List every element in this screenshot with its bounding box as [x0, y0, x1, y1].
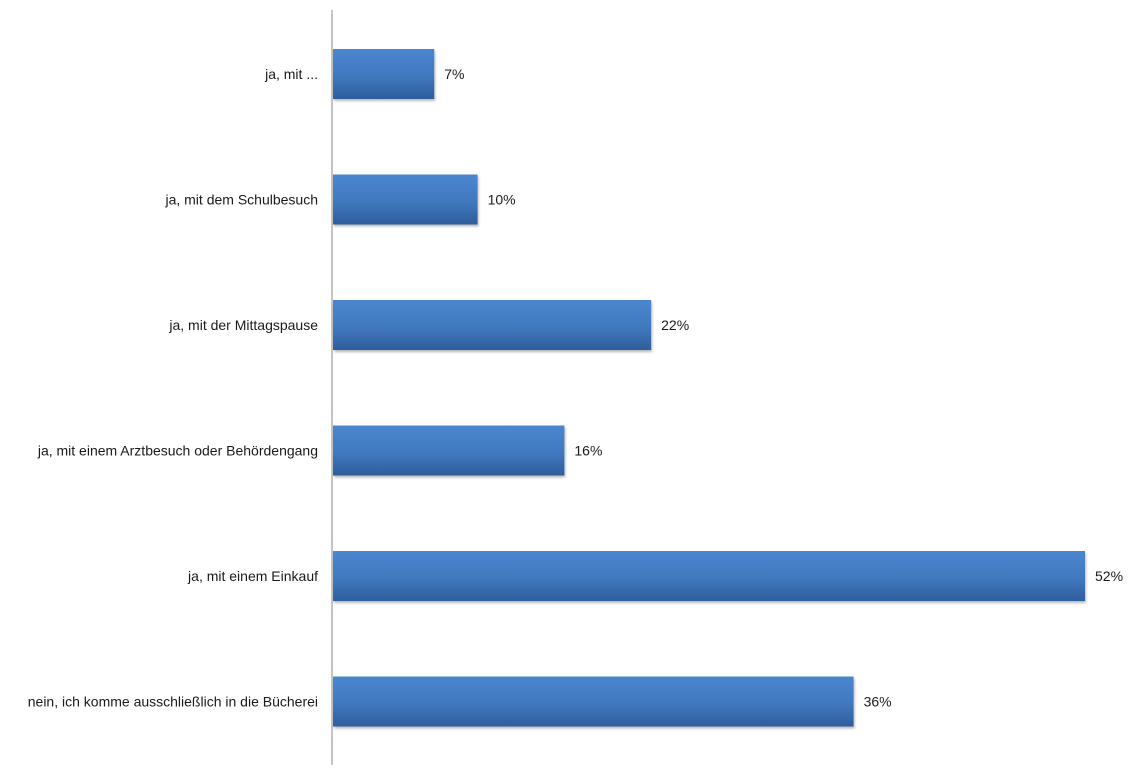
bar-2	[333, 300, 652, 350]
category-label-1: ja, mit dem Schulbesuch	[164, 192, 318, 208]
bar-5	[333, 676, 854, 727]
labels-layer: ja, mit ... 7% ja, mit dem Schulbesuch 10% j…	[28, 66, 1123, 710]
data-label-0: 7%	[444, 66, 464, 82]
data-label-3: 16%	[574, 443, 602, 459]
category-label-5: nein, ich komme ausschließlich in die Bü…	[28, 694, 318, 710]
data-label-2: 22%	[661, 317, 689, 333]
data-label-4: 52%	[1095, 568, 1123, 584]
bar-4	[333, 551, 1085, 601]
category-label-2: ja, mit der Mittagspause	[168, 317, 318, 333]
data-label-1: 10%	[488, 192, 516, 208]
category-label-4: ja, mit einem Einkauf	[187, 568, 318, 584]
bars-layer	[333, 49, 1085, 727]
bar-3	[333, 425, 565, 476]
category-label-0: ja, mit ...	[264, 66, 318, 82]
bar-1	[333, 174, 478, 225]
bar-0	[333, 49, 435, 99]
data-label-5: 36%	[864, 694, 892, 710]
category-label-3: ja, mit einem Arztbesuch oder Behördenga…	[37, 443, 318, 459]
